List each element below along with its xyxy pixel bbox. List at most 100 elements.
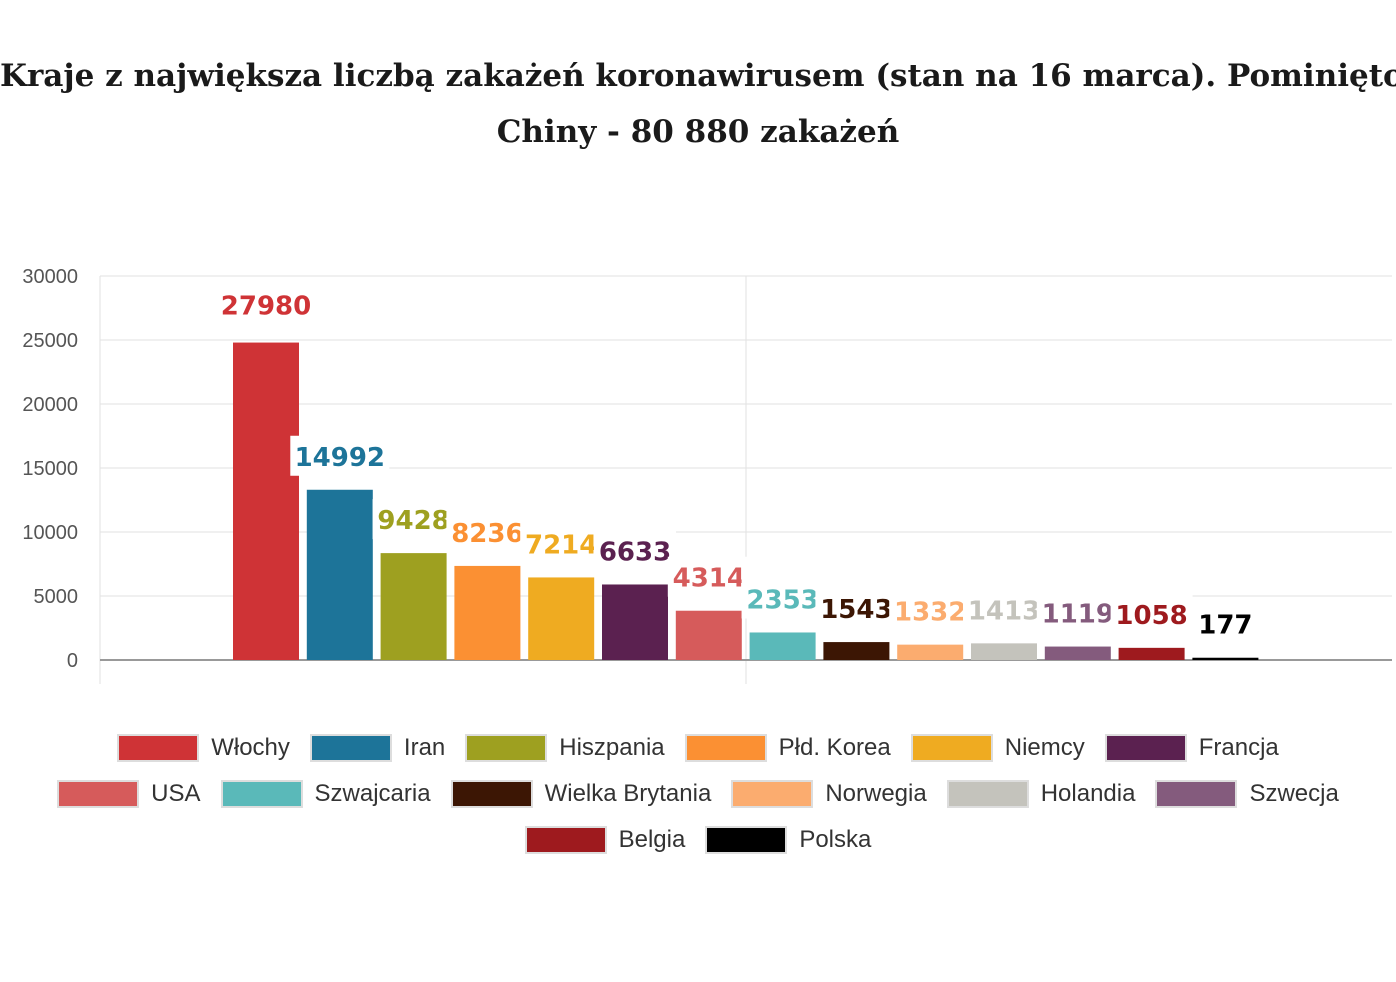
legend-swatch [220, 780, 303, 808]
bar-niemcy [528, 577, 595, 660]
legend-item[interactable]: Szwecja [1155, 780, 1339, 808]
data-label: 7214 [525, 530, 597, 560]
bar-włochy [233, 342, 299, 660]
y-tick-label: 20000 [22, 394, 78, 416]
y-tick-label: 25000 [22, 330, 78, 352]
data-label: 4314 [673, 564, 745, 594]
data-label-background [1036, 592, 1119, 633]
data-label: 6633 [599, 537, 671, 567]
legend-item[interactable]: Płd. Korea [684, 734, 891, 762]
legend-swatch [309, 734, 392, 762]
legend-swatch [524, 826, 607, 854]
legend-swatch [731, 780, 814, 808]
bar-wielka-brytania [823, 642, 890, 660]
data-label-background [667, 556, 750, 597]
bar-szwajcaria [749, 632, 816, 660]
bar-iran [306, 489, 373, 660]
legend-label: Płd. Korea [778, 734, 891, 761]
legend-swatch [117, 734, 200, 762]
legend-row: Włochy Iran Hiszpania Płd. Korea Niemcy Franc… [0, 725, 1396, 771]
data-label-background [889, 590, 972, 631]
y-tick-label: 10000 [22, 522, 78, 544]
y-tick-label: 30000 [22, 266, 78, 288]
legend-item[interactable]: Francja [1104, 734, 1279, 762]
y-axis: 0 5000 10000 15000 20000 25000 30000 [22, 266, 78, 672]
legend-item[interactable]: Hiszpania [465, 734, 665, 762]
data-label: 1058 [1115, 601, 1187, 631]
bar-belgia [1118, 647, 1185, 660]
y-tick-label: 5000 [34, 586, 79, 608]
legend-item[interactable]: Belgia [524, 826, 686, 854]
legend-item[interactable]: USA [57, 780, 201, 808]
y-tick-label: 15000 [22, 458, 78, 480]
data-label-background [741, 578, 824, 619]
legend-swatch [450, 780, 533, 808]
legend-swatch [946, 780, 1029, 808]
bar-szwecja [1044, 646, 1111, 660]
legend-label: Szwecja [1249, 780, 1339, 807]
legend-label: USA [151, 780, 201, 807]
legend-label: Francja [1198, 734, 1279, 761]
legend-item[interactable]: Holandia [946, 780, 1136, 808]
data-label: 1119 [1042, 600, 1114, 630]
bar-hiszpania [380, 553, 447, 660]
data-label-background [594, 530, 676, 571]
legend-row: Belgia Polska [0, 817, 1396, 863]
data-label: 27980 [221, 292, 311, 322]
legend-swatch [57, 780, 140, 808]
legend-label: Niemcy [1004, 734, 1085, 761]
chart-title-line-1: Kraje z największa liczbą zakażeń korona… [0, 58, 1396, 94]
data-label: 9428 [377, 506, 449, 536]
chart-title-line-2: Chiny - 80 880 zakażeń [496, 114, 900, 150]
legend-swatch [910, 734, 993, 762]
y-tick-label: 0 [67, 650, 78, 672]
bar-usa [675, 610, 742, 660]
legend-label: Holandia [1040, 780, 1136, 807]
data-label-background [216, 284, 316, 325]
legend-label: Iran [403, 734, 446, 761]
data-label-background [1110, 593, 1193, 634]
legend-item[interactable]: Niemcy [910, 734, 1085, 762]
data-label-background [446, 511, 529, 552]
legend-swatch [465, 734, 548, 762]
legend-row: USA Szwajcaria Wielka Brytania Norwegia Hola… [0, 771, 1396, 817]
legend-item[interactable]: Iran [309, 734, 446, 762]
data-label-background [372, 499, 455, 540]
bar-polska [1192, 657, 1259, 660]
legend-item[interactable]: Norwegia [731, 780, 927, 808]
data-label: 1332 [894, 598, 966, 628]
data-label: 8236 [451, 519, 523, 549]
legend-item[interactable]: Włochy [117, 734, 290, 762]
chart-title: Kraje z największa liczbą zakażeń korona… [0, 48, 1396, 160]
data-label-background [815, 588, 898, 629]
data-label: 2353 [746, 585, 818, 615]
data-label-background [290, 435, 390, 476]
legend-swatch [684, 734, 767, 762]
bar-norwegia [897, 644, 964, 660]
legend: Włochy Iran Hiszpania Płd. Korea Niemcy Franc… [0, 725, 1396, 863]
legend-label: Norwegia [825, 780, 927, 807]
legend-item[interactable]: Wielka Brytania [450, 780, 712, 808]
data-label-background [520, 523, 603, 564]
data-label: 1413 [968, 596, 1040, 626]
bars [233, 342, 1259, 660]
legend-label: Hiszpania [559, 734, 665, 761]
legend-label: Polska [799, 826, 872, 853]
data-label: 14992 [295, 443, 385, 473]
data-label-background [1192, 603, 1258, 644]
data-label-background [963, 589, 1045, 630]
legend-label: Włochy [211, 734, 290, 761]
legend-label: Belgia [618, 826, 686, 853]
legend-swatch [1155, 780, 1238, 808]
bar-płd-korea [454, 565, 521, 660]
legend-item[interactable]: Szwajcaria [220, 780, 431, 808]
legend-swatch [1104, 734, 1187, 762]
legend-label: Wielka Brytania [544, 780, 712, 807]
bar-holandia [971, 643, 1037, 660]
data-label: 1543 [820, 595, 892, 625]
legend-swatch [705, 826, 788, 854]
legend-label: Szwajcaria [314, 780, 431, 807]
legend-item[interactable]: Polska [705, 826, 871, 854]
bar-chart: 0 5000 10000 15000 20000 25000 30000 27980 1499… [22, 266, 1392, 684]
